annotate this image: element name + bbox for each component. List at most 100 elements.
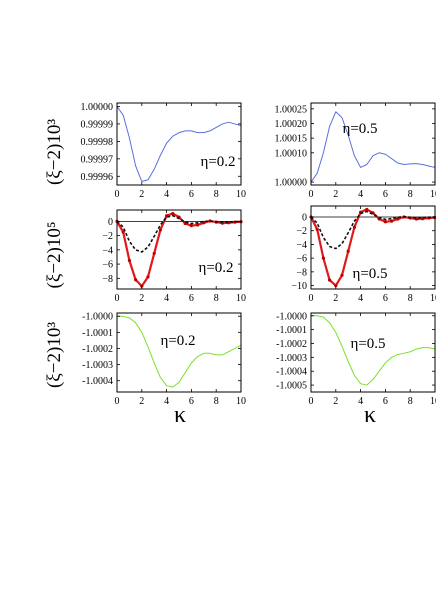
y-tick-label: -1.0002 <box>276 339 307 350</box>
x-tick-label: 8 <box>214 189 219 200</box>
x-tick-label: 0 <box>115 396 120 407</box>
y-tick-label: -1.0004 <box>276 367 307 378</box>
row-label-2: (ξ−2)10³ <box>44 322 65 388</box>
y-tick-label: 1.00010 <box>275 148 308 159</box>
eta-annotation: η=0.5 <box>352 266 387 282</box>
x-tick-label: 10 <box>430 293 436 304</box>
series-line-1 <box>310 210 436 250</box>
panel-2-0: 0 2 4 6 8 10 -1.0000 -1.0001 -1.0002 -1.0003 -1.00… <box>82 312 246 407</box>
data-point <box>328 278 332 282</box>
series-line-0 <box>311 315 436 386</box>
y-tick-label: -1.0002 <box>82 344 113 355</box>
eta-annotation: η=0.5 <box>342 121 377 137</box>
y-tick-label: −8 <box>102 274 113 285</box>
eta-annotation: η=0.2 <box>160 333 195 349</box>
data-point <box>171 211 175 216</box>
x-tick-label: 0 <box>309 189 314 200</box>
chart-panels: 0 2 4 6 8 10 0.99996 0.99997 0.99998 0.99999 1.000… <box>81 102 436 407</box>
x-tick-label: 4 <box>358 189 363 200</box>
x-tick-label: 4 <box>164 396 169 407</box>
y-tick-label: 1.00025 <box>275 104 308 115</box>
plot-frame <box>310 205 436 290</box>
x-tick-label: 10 <box>236 189 246 200</box>
series-line-0 <box>310 111 436 183</box>
row-label-0: (ξ−2)10³ <box>44 119 65 185</box>
y-tick-label: −4 <box>296 240 307 251</box>
panel-2-1: 0 2 4 6 8 10 -1.0000 -1.0001 -1.0002 -1.0003 -1.00… <box>276 311 436 407</box>
y-tick-label: 1.00000 <box>81 102 114 113</box>
x-tick-label: 8 <box>408 189 413 200</box>
y-tick-label: 0 <box>302 212 307 223</box>
x-tick-label: 2 <box>333 396 338 407</box>
x-tick-label: 2 <box>139 396 144 407</box>
x-tick-label: 8 <box>408 293 413 304</box>
series-line-1 <box>116 214 242 253</box>
data-point <box>196 223 200 227</box>
plot-frame <box>116 312 242 393</box>
y-tick-label: −6 <box>296 254 307 265</box>
panel-0-0: 0 2 4 6 8 10 0.99996 0.99997 0.99998 0.99999 1.000… <box>81 102 247 200</box>
x-tick-label: 8 <box>408 396 413 407</box>
eta-annotation: η=0.2 <box>198 260 233 276</box>
x-tick-label: 4 <box>358 293 363 304</box>
y-tick-label: −2 <box>102 231 113 242</box>
data-point <box>390 219 394 223</box>
y-tick-label: −6 <box>102 260 113 271</box>
plot-frame <box>310 102 436 186</box>
x-axis-label-right: κ <box>364 402 376 428</box>
x-tick-label: 2 <box>333 189 338 200</box>
panel-0-1: 0 2 4 6 8 10 1.00000 1.00010 1.00015 1.00020 1.000… <box>275 102 436 200</box>
x-tick-label: 2 <box>139 293 144 304</box>
y-tick-label: 0.99997 <box>81 154 114 165</box>
x-tick-label: 0 <box>115 293 120 304</box>
series-line-0 <box>116 106 242 183</box>
x-tick-label: 10 <box>430 189 436 200</box>
y-tick-label: −10 <box>291 281 307 292</box>
y-tick-label: -1.0005 <box>276 381 307 392</box>
y-tick-label: 1.00000 <box>275 178 308 189</box>
y-tick-label: -1.0004 <box>82 376 113 387</box>
row-label-1: (ξ−2)10⁵ <box>44 222 65 289</box>
y-tick-label: −4 <box>102 245 113 256</box>
data-point <box>152 251 156 256</box>
data-point <box>334 283 338 288</box>
y-tick-label: 0.99998 <box>81 137 114 148</box>
data-point <box>346 249 350 253</box>
x-tick-label: 6 <box>383 189 388 200</box>
x-tick-label: 2 <box>139 189 144 200</box>
data-point <box>340 273 344 277</box>
x-tick-label: 8 <box>214 293 219 304</box>
x-tick-label: 10 <box>236 293 246 304</box>
eta-annotation: η=0.2 <box>200 154 235 170</box>
data-point <box>383 220 387 224</box>
x-tick-label: 0 <box>309 396 314 407</box>
y-tick-label: 0.99999 <box>81 119 114 130</box>
x-tick-label: 6 <box>383 293 388 304</box>
panel-1-1: 0 2 4 6 8 10 0 −2 −4 −6 −8 −10 η=0.5 <box>291 205 436 304</box>
y-tick-label: -1.0001 <box>82 328 113 339</box>
x-tick-label: 6 <box>189 396 194 407</box>
data-point <box>189 224 193 228</box>
data-point <box>127 258 131 263</box>
x-tick-label: 4 <box>164 189 169 200</box>
data-point <box>134 278 138 282</box>
data-point <box>365 207 369 212</box>
x-tick-label: 10 <box>236 396 246 407</box>
data-point <box>146 275 150 279</box>
x-tick-label: 10 <box>430 396 436 407</box>
y-tick-label: -1.0003 <box>276 353 307 364</box>
data-point <box>396 217 400 221</box>
y-tick-label: -1.0000 <box>82 312 113 323</box>
eta-annotation: η=0.5 <box>350 336 385 352</box>
plot-frame <box>310 312 436 393</box>
y-tick-label: −8 <box>296 267 307 278</box>
x-tick-label: 6 <box>383 396 388 407</box>
data-point <box>321 256 325 260</box>
data-point <box>158 228 162 232</box>
data-point <box>352 225 356 229</box>
x-tick-label: 2 <box>333 293 338 304</box>
series-line-0 <box>117 315 242 388</box>
x-tick-label: 0 <box>309 293 314 304</box>
x-tick-label: 4 <box>358 396 363 407</box>
